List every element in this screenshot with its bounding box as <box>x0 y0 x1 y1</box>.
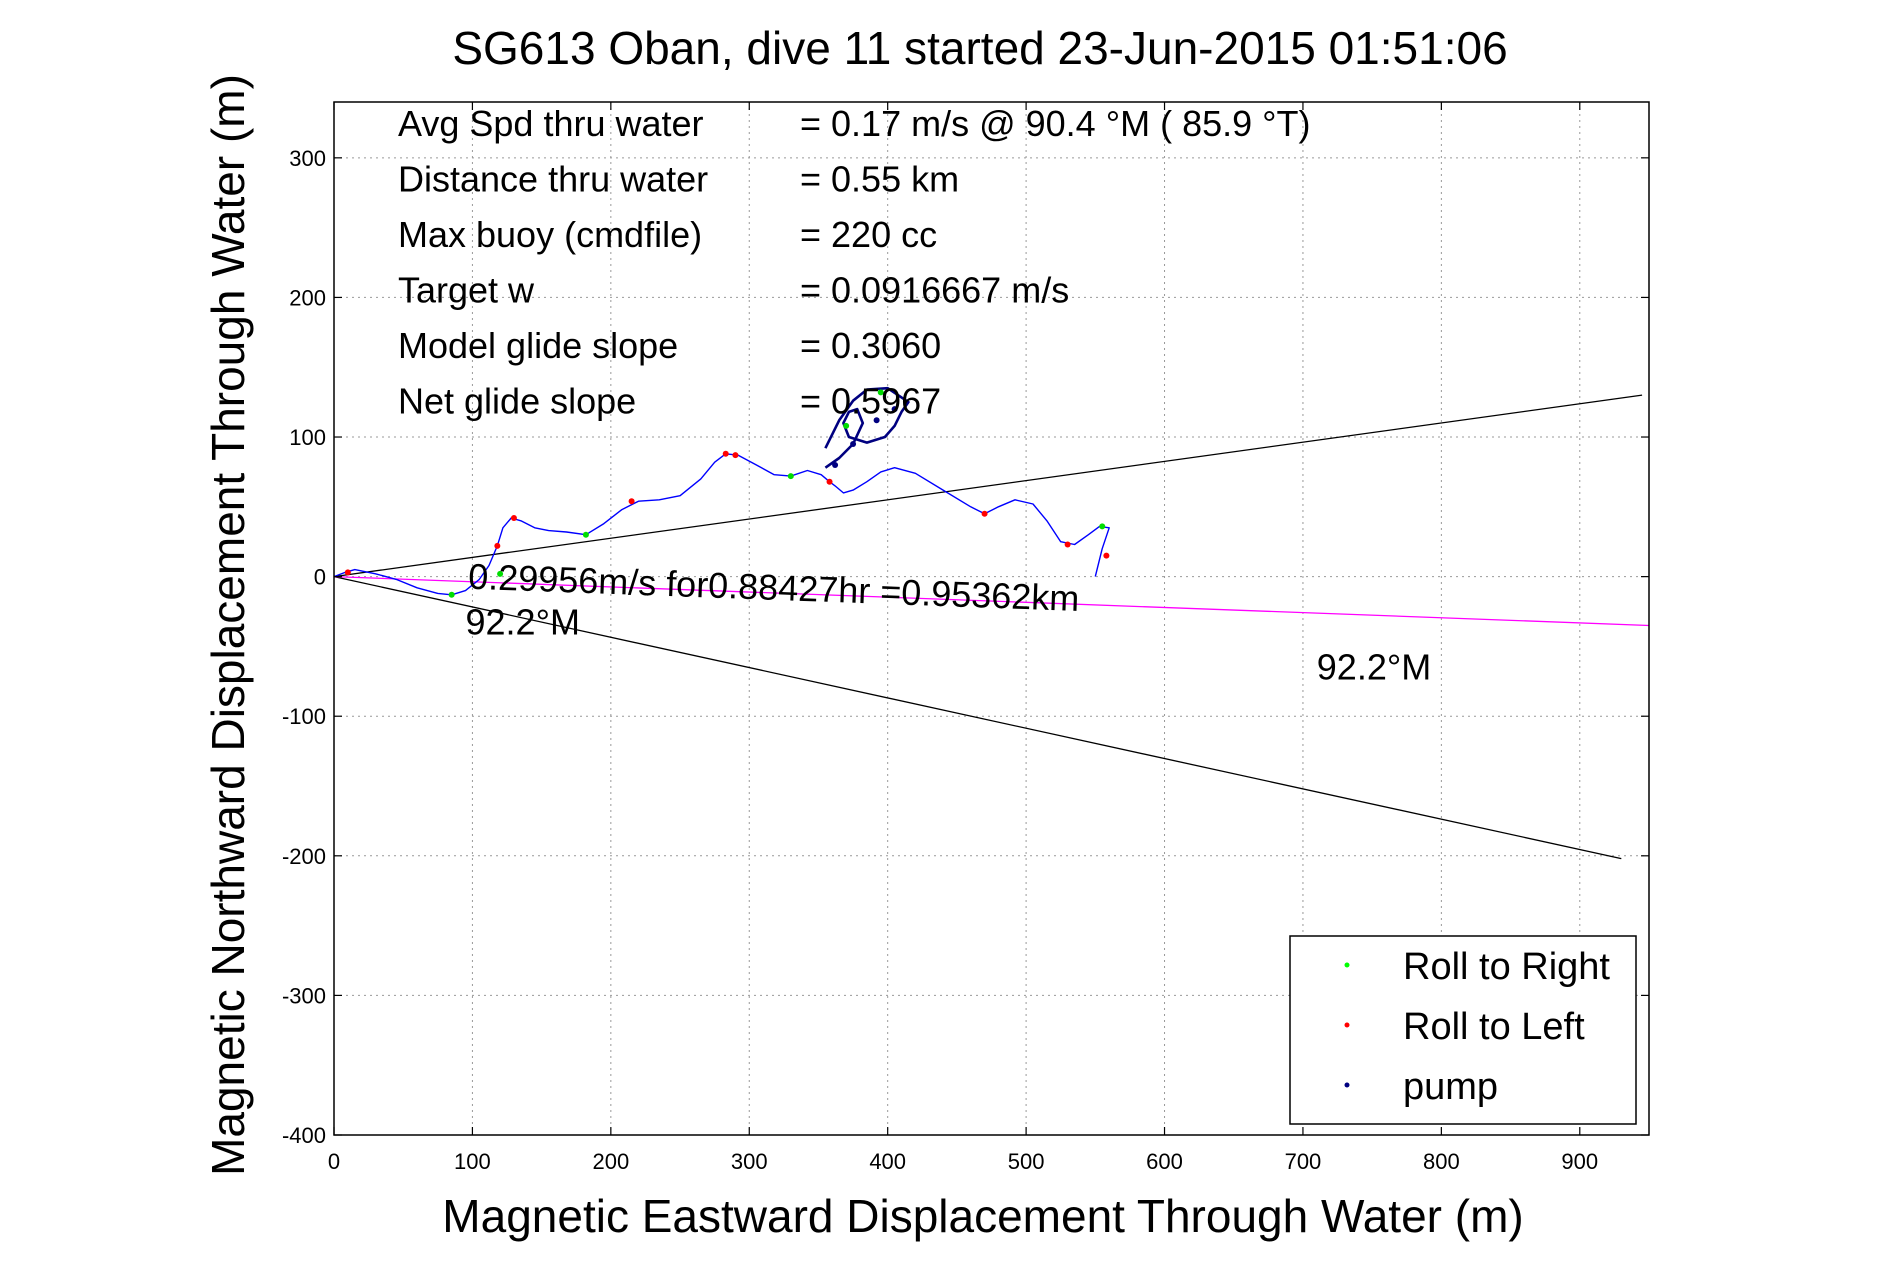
y-tick-label: 0 <box>314 565 326 590</box>
reference-line <box>333 575 1650 627</box>
marker-roll-right <box>582 531 589 538</box>
stats-block: Avg Spd thru water = 0.17 m/s @ 90.4 °M (… <box>398 103 1311 422</box>
legend-label: Roll to Right <box>1403 946 1610 988</box>
x-tick-label: 500 <box>1008 1149 1045 1174</box>
x-tick-label: 900 <box>1561 1149 1598 1174</box>
x-tick-label: 200 <box>592 1149 629 1174</box>
y-tick-label: 100 <box>289 425 326 450</box>
marker-roll-right <box>497 570 504 577</box>
y-axis-label: Magnetic Northward Displacement Through … <box>202 74 254 1176</box>
marker-roll-left <box>826 478 833 485</box>
marker-roll-left <box>981 510 988 517</box>
stat-label: Distance thru water <box>398 159 708 200</box>
marker-pump <box>832 461 839 468</box>
stat-label: Avg Spd thru water <box>398 103 704 144</box>
x-tick-label: 300 <box>731 1149 768 1174</box>
marker-roll-right <box>1099 523 1106 530</box>
marker-pump <box>891 406 898 413</box>
y-tick-label: 300 <box>289 146 326 171</box>
x-tick-label: 400 <box>869 1149 906 1174</box>
legend: Roll to Right Roll to Left pump <box>1289 935 1637 1125</box>
stat-value: = 0.0916667 m/s <box>800 270 1069 311</box>
x-tick-label: 700 <box>1285 1149 1322 1174</box>
marker-pump <box>873 417 880 424</box>
track-markers <box>344 389 1110 598</box>
marker-roll-right <box>448 591 455 598</box>
y-tick-label: 200 <box>289 285 326 310</box>
marker-roll-right <box>877 389 884 396</box>
marker-roll-right <box>843 422 850 429</box>
legend-label: pump <box>1403 1066 1498 1108</box>
marker-roll-right <box>787 473 794 480</box>
chart-title: SG613 Oban, dive 11 started 23-Jun-2015 … <box>452 22 1507 74</box>
annotation-text: 92.2°M <box>1317 646 1431 687</box>
marker-roll-left <box>344 569 351 576</box>
y-ticks: -400 -300 -200 -100 0 100 200 300 <box>282 146 1649 1148</box>
legend-marker <box>1344 1022 1350 1028</box>
stat-value: = 220 cc <box>800 214 937 255</box>
stat-value: = 0.55 km <box>800 159 959 200</box>
x-tick-label: 0 <box>328 1149 340 1174</box>
x-ticks: 0 100 200 300 400 500 600 700 800 900 <box>328 102 1598 1174</box>
marker-roll-left <box>1064 541 1071 548</box>
stat-label: Max buoy (cmdfile) <box>398 214 702 255</box>
reference-line <box>333 394 1643 578</box>
marker-roll-left <box>510 514 517 521</box>
x-axis-label: Magnetic Eastward Displacement Through W… <box>442 1190 1523 1242</box>
marker-roll-left <box>628 498 635 505</box>
stat-label: Model glide slope <box>398 325 678 366</box>
reference-line <box>333 575 1622 860</box>
y-tick-label: -200 <box>282 844 326 869</box>
legend-label: Roll to Left <box>1403 1006 1585 1048</box>
marker-pump <box>850 441 857 448</box>
y-tick-label: -400 <box>282 1123 326 1148</box>
y-tick-label: -100 <box>282 704 326 729</box>
annotation-text: 92.2°M <box>466 602 580 643</box>
x-tick-label: 100 <box>454 1149 491 1174</box>
stat-label: Net glide slope <box>398 381 636 422</box>
stat-label: Target w <box>398 270 535 311</box>
stat-value: = 0.3060 <box>800 325 941 366</box>
legend-marker <box>1344 962 1350 968</box>
axes-box <box>333 101 1650 1136</box>
x-tick-label: 600 <box>1146 1149 1183 1174</box>
reference-lines <box>333 394 1650 860</box>
y-tick-label: -300 <box>282 983 326 1008</box>
x-tick-label: 800 <box>1423 1149 1460 1174</box>
marker-roll-left <box>732 452 739 459</box>
loop-track-line <box>824 386 910 469</box>
marker-roll-left <box>1103 552 1110 559</box>
marker-roll-left <box>494 542 501 549</box>
stat-value: = 0.17 m/s @ 90.4 °M ( 85.9 °T) <box>800 103 1311 144</box>
legend-marker <box>1344 1082 1350 1088</box>
stat-value: = 0.5967 <box>800 381 941 422</box>
marker-roll-left <box>722 450 729 457</box>
